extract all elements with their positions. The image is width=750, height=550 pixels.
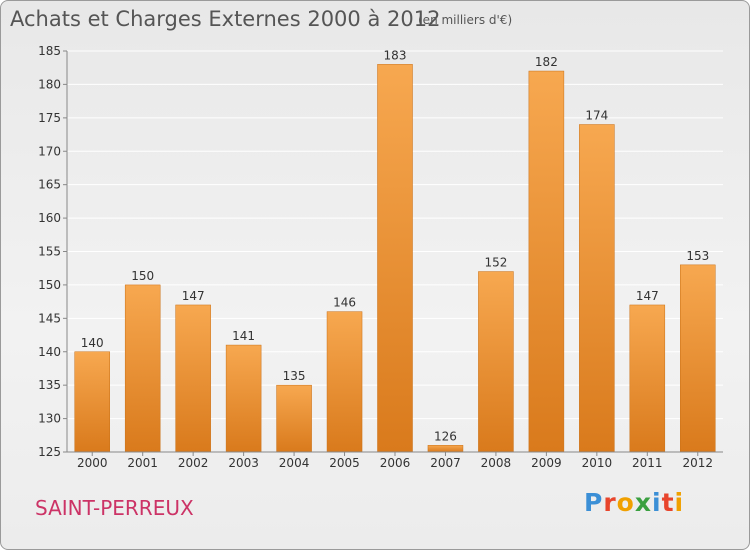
x-tick-label: 2004 — [279, 456, 310, 470]
x-tick-label: 2011 — [632, 456, 663, 470]
bar-2002 — [175, 304, 211, 453]
bar-2009 — [528, 70, 565, 453]
data-label-2000: 140 — [81, 336, 104, 350]
x-tick-label: 2000 — [77, 456, 108, 470]
y-tick-label: 130 — [38, 412, 61, 426]
proxiti-logo: Proxiti — [584, 488, 685, 517]
data-label-2001: 150 — [131, 269, 154, 283]
bar-2006 — [377, 64, 413, 453]
bar-2004 — [276, 384, 312, 453]
data-label-2006: 183 — [384, 48, 407, 62]
y-tick-label: 150 — [38, 278, 61, 292]
data-label-2009: 182 — [535, 55, 558, 69]
chart-subtitle: (en milliers d'€) — [418, 13, 513, 27]
x-tick-label: 2010 — [582, 456, 613, 470]
y-tick-label: 155 — [38, 245, 61, 259]
y-tick-label: 175 — [38, 111, 61, 125]
data-label-2003: 141 — [232, 329, 255, 343]
data-label-2010: 174 — [585, 109, 608, 123]
bar-2010 — [579, 124, 615, 453]
data-label-2007: 126 — [434, 429, 457, 443]
place-name: SAINT-PERREUX — [35, 496, 194, 520]
bar-2003 — [225, 344, 262, 453]
x-tick-label: 2007 — [430, 456, 461, 470]
x-tick-label: 2009 — [531, 456, 562, 470]
y-tick-label: 185 — [38, 44, 61, 58]
bar-2007 — [427, 445, 464, 453]
x-tick-label: 2006 — [380, 456, 411, 470]
y-tick-label: 170 — [38, 144, 61, 158]
y-tick-label: 135 — [38, 378, 61, 392]
data-label-2004: 135 — [283, 369, 306, 383]
y-tick-label: 140 — [38, 345, 61, 359]
data-label-2002: 147 — [182, 289, 205, 303]
x-tick-label: 2001 — [127, 456, 158, 470]
y-tick-label: 165 — [38, 178, 61, 192]
bar-2001 — [124, 284, 161, 453]
bar-2008 — [478, 271, 514, 453]
bar-2012 — [680, 264, 716, 453]
y-tick-label: 160 — [38, 211, 61, 225]
data-label-2008: 152 — [484, 256, 507, 270]
bar-2000 — [74, 351, 110, 453]
x-tick-label: 2008 — [481, 456, 512, 470]
y-tick-label: 125 — [38, 445, 61, 459]
y-tick-label: 145 — [38, 311, 61, 325]
x-tick-label: 2012 — [682, 456, 713, 470]
x-tick-label: 2003 — [228, 456, 259, 470]
data-label-2012: 153 — [686, 249, 709, 263]
chart-title: Achats et Charges Externes 2000 à 2012 — [10, 7, 441, 31]
bar-2011 — [629, 304, 666, 453]
x-tick-label: 2005 — [329, 456, 360, 470]
data-label-2005: 146 — [333, 296, 356, 310]
data-label-2011: 147 — [636, 289, 659, 303]
bar-2005 — [326, 311, 363, 453]
y-tick-label: 180 — [38, 77, 61, 91]
x-tick-label: 2002 — [178, 456, 209, 470]
